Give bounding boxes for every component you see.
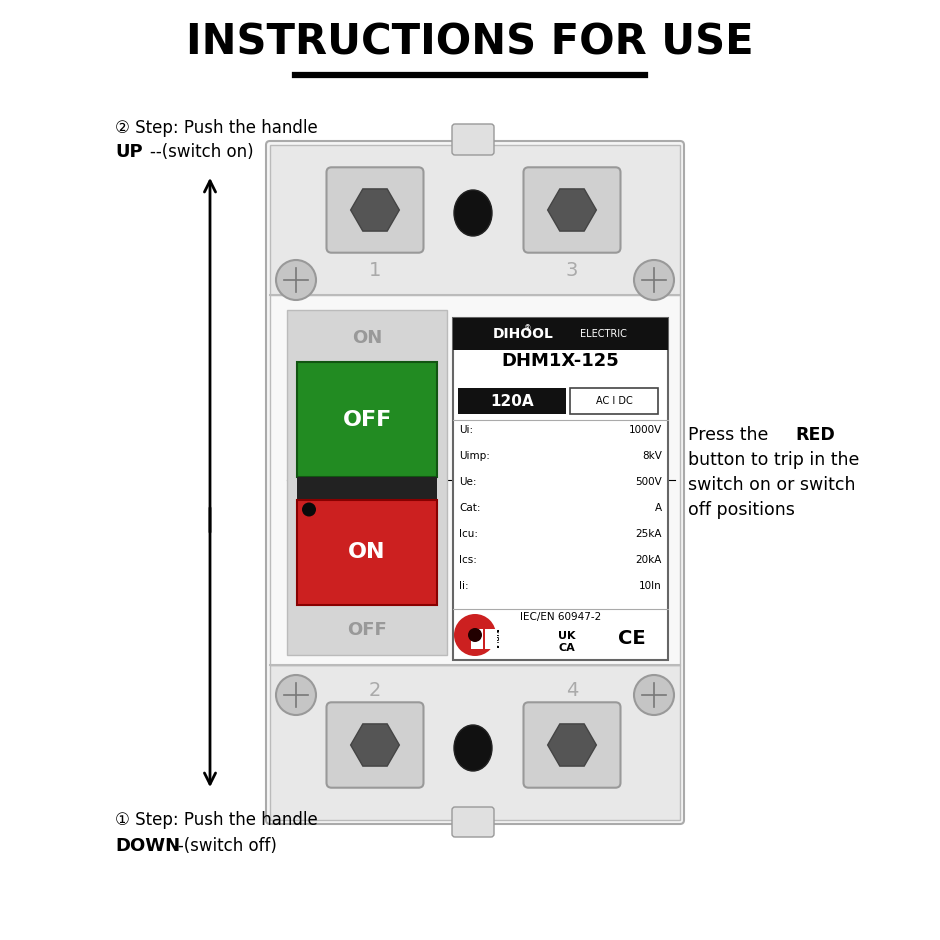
Text: Cat:: Cat: [459,503,480,513]
Text: 1: 1 [368,260,382,279]
Circle shape [468,628,482,642]
Text: ®: ® [524,324,531,334]
Bar [270,145,680,295]
Circle shape [276,675,316,715]
Text: Uimp:: Uimp: [459,451,490,461]
Text: 8kV: 8kV [642,451,662,461]
Text: Press the: Press the [688,426,774,444]
Bar [499,629,511,649]
Text: 4: 4 [566,681,578,699]
Text: A: A [655,503,662,513]
Text: switch on or switch: switch on or switch [688,476,855,494]
Text: Ii:: Ii: [459,581,469,591]
Text: RED: RED [795,426,835,444]
Text: CA: CA [558,643,575,653]
Text: button to trip in the: button to trip in the [688,451,859,469]
Text: OFF: OFF [347,621,387,639]
Ellipse shape [454,725,492,771]
Text: Ics:: Ics: [459,555,477,565]
FancyBboxPatch shape [266,141,684,824]
FancyBboxPatch shape [326,702,424,788]
Bar [297,542,437,562]
Text: CE: CE [618,630,645,649]
Bar [471,629,483,649]
Text: ELECTRIC: ELECTRIC [580,329,626,339]
Bar [297,500,437,605]
Text: ① Step: Push the handle: ① Step: Push the handle [115,811,318,829]
Circle shape [634,675,674,715]
Text: UP: UP [115,143,143,161]
Bar [270,665,680,820]
Bar [297,362,437,477]
Circle shape [634,260,674,300]
Text: --(switch on): --(switch on) [150,143,254,161]
Text: ② Step: Push the handle: ② Step: Push the handle [115,119,318,137]
Circle shape [302,503,316,516]
Ellipse shape [454,190,492,236]
FancyBboxPatch shape [452,807,494,837]
Bar [453,318,668,350]
Text: 20kA: 20kA [635,555,662,565]
Text: ON: ON [348,542,385,562]
Text: DOWN: DOWN [115,837,180,855]
Text: DHM1X-125: DHM1X-125 [502,352,619,370]
Polygon shape [548,724,596,766]
Bar [453,318,668,660]
Text: INSTRUCTIONS FOR USE: INSTRUCTIONS FOR USE [186,21,754,63]
Circle shape [454,614,496,656]
Text: IEC/EN 60947-2: IEC/EN 60947-2 [520,612,601,622]
Text: Icu:: Icu: [459,529,478,539]
Text: ON: ON [352,329,383,347]
FancyBboxPatch shape [452,124,494,155]
Text: UK: UK [558,631,575,641]
Text: 2: 2 [368,681,382,699]
Bar [270,295,680,665]
Text: Ui:: Ui: [459,425,473,435]
Text: 1000V: 1000V [629,425,662,435]
Text: AC I DC: AC I DC [596,396,633,406]
Polygon shape [351,724,400,766]
FancyBboxPatch shape [524,167,620,253]
Text: Ue:: Ue: [459,477,477,487]
Bar [570,388,658,414]
Circle shape [276,260,316,300]
FancyBboxPatch shape [326,167,424,253]
FancyBboxPatch shape [524,702,620,788]
Bar [458,388,566,414]
Text: 10In: 10In [639,581,662,591]
Text: 3: 3 [566,260,578,279]
Text: ⑥⑥⑥: ⑥⑥⑥ [466,632,504,646]
Bar [287,310,447,655]
Polygon shape [351,189,400,231]
Text: OFF: OFF [342,410,392,430]
Bar [297,477,437,542]
Text: 25kA: 25kA [635,529,662,539]
Bar [485,629,497,649]
Text: off positions: off positions [688,501,795,519]
Text: 500V: 500V [635,477,662,487]
Text: --(switch off): --(switch off) [172,837,277,855]
Text: 120A: 120A [490,394,534,409]
Text: DIHOOL: DIHOOL [493,327,554,341]
Polygon shape [548,189,596,231]
